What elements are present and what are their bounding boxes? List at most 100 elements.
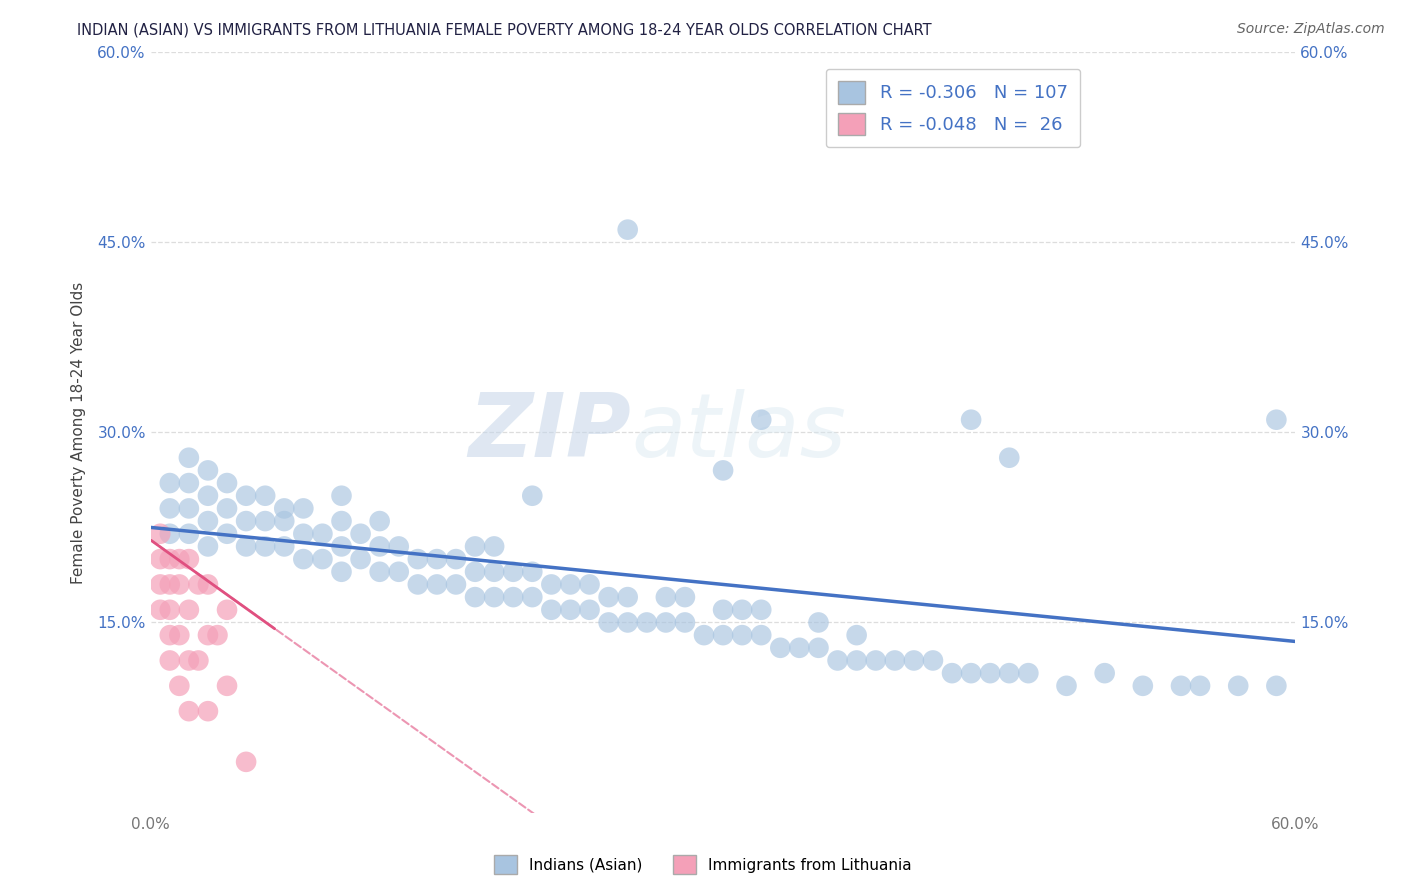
Point [731,603,754,617]
Point [845,628,868,642]
Point [522,489,544,503]
Point [330,514,353,528]
Point [197,577,219,591]
Point [998,666,1021,681]
Point [235,489,257,503]
Text: Source: ZipAtlas.com: Source: ZipAtlas.com [1237,22,1385,37]
Point [159,552,181,566]
Point [673,590,696,604]
Point [215,476,238,491]
Point [292,501,315,516]
Point [254,489,277,503]
Point [177,450,200,465]
Point [1094,666,1116,681]
Point [616,590,638,604]
Point [540,603,562,617]
Point [177,552,200,566]
Point [349,552,371,566]
Point [464,540,486,554]
Point [444,552,467,566]
Point [235,755,257,769]
Point [1132,679,1154,693]
Point [235,514,257,528]
Point [711,603,734,617]
Point [159,628,181,642]
Point [522,565,544,579]
Point [941,666,963,681]
Point [522,590,544,604]
Point [502,565,524,579]
Point [330,489,353,503]
Point [254,540,277,554]
Point [655,615,678,630]
Point [368,514,391,528]
Point [1265,679,1288,693]
Text: ZIP: ZIP [468,389,631,475]
Point [149,526,172,541]
Point [177,704,200,718]
Point [149,552,172,566]
Y-axis label: Female Poverty Among 18-24 Year Olds: Female Poverty Among 18-24 Year Olds [72,281,86,583]
Point [292,552,315,566]
Point [789,640,811,655]
Point [254,514,277,528]
Point [159,653,181,667]
Point [330,565,353,579]
Point [177,653,200,667]
Point [159,476,181,491]
Point [197,704,219,718]
Point [464,590,486,604]
Point [177,526,200,541]
Point [149,603,172,617]
Point [1056,679,1078,693]
Point [426,577,449,591]
Point [749,413,772,427]
Point [883,653,905,667]
Point [197,514,219,528]
Point [865,653,887,667]
Point [693,628,716,642]
Point [540,577,562,591]
Text: INDIAN (ASIAN) VS IMMIGRANTS FROM LITHUANIA FEMALE POVERTY AMONG 18-24 YEAR OLDS: INDIAN (ASIAN) VS IMMIGRANTS FROM LITHUA… [77,22,932,37]
Point [673,615,696,630]
Point [960,413,983,427]
Point [578,577,600,591]
Point [711,463,734,477]
Point [807,640,830,655]
Point [731,628,754,642]
Point [159,501,181,516]
Point [406,577,429,591]
Point [749,603,772,617]
Point [273,540,295,554]
Point [388,540,411,554]
Point [169,552,191,566]
Point [197,540,219,554]
Point [444,577,467,591]
Point [177,603,200,617]
Point [482,540,505,554]
Text: atlas: atlas [631,390,846,475]
Point [711,628,734,642]
Point [578,603,600,617]
Point [169,577,191,591]
Point [769,640,792,655]
Point [464,565,486,579]
Point [749,628,772,642]
Point [215,679,238,693]
Point [998,450,1021,465]
Point [215,603,238,617]
Point [598,590,620,604]
Point [1265,413,1288,427]
Point [177,501,200,516]
Point [187,653,209,667]
Point [979,666,1001,681]
Point [1227,679,1250,693]
Point [311,526,333,541]
Legend: Indians (Asian), Immigrants from Lithuania: Indians (Asian), Immigrants from Lithuan… [488,849,918,880]
Point [273,501,295,516]
Point [827,653,849,667]
Point [177,476,200,491]
Point [292,526,315,541]
Point [1017,666,1039,681]
Point [235,540,257,554]
